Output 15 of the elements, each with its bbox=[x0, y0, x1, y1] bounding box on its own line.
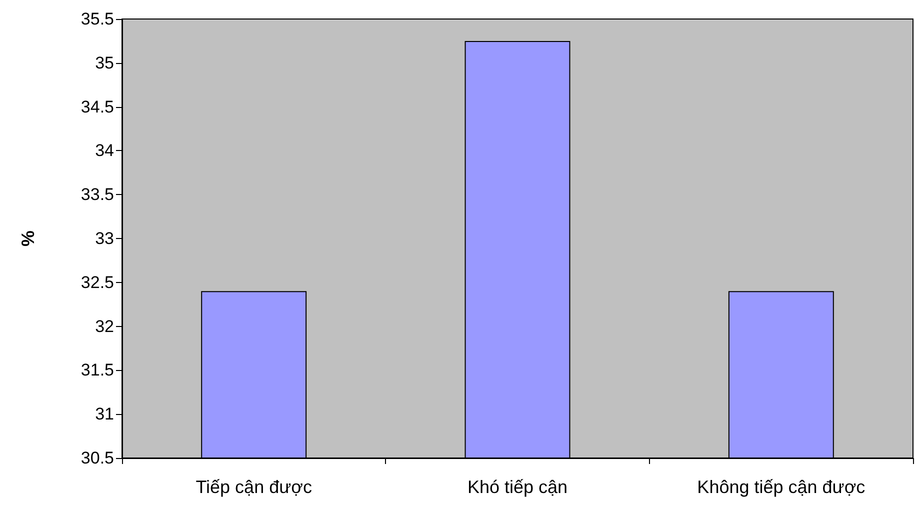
x-tick-label: Tiếp cận được bbox=[196, 477, 312, 497]
y-tick-label: 35.5 bbox=[80, 10, 114, 28]
x-tick-label: Không tiếp cận được bbox=[697, 477, 866, 497]
y-tick-label: 33 bbox=[95, 229, 114, 248]
y-tick-label: 33.5 bbox=[80, 185, 114, 204]
y-tick-label: 32.5 bbox=[80, 272, 114, 292]
x-tick-label: Khó tiếp cận bbox=[467, 477, 568, 497]
y-axis-title: % bbox=[18, 230, 38, 247]
y-tick-label: 32 bbox=[95, 316, 114, 336]
y-tick-label: 31 bbox=[95, 404, 114, 424]
y-tick-label: 34 bbox=[95, 141, 114, 160]
y-tick-label: 30.5 bbox=[80, 448, 114, 468]
y-tick-label: 35 bbox=[95, 53, 114, 72]
y-tick-label: 31.5 bbox=[80, 360, 114, 380]
y-tick-label: 34.5 bbox=[80, 97, 114, 116]
